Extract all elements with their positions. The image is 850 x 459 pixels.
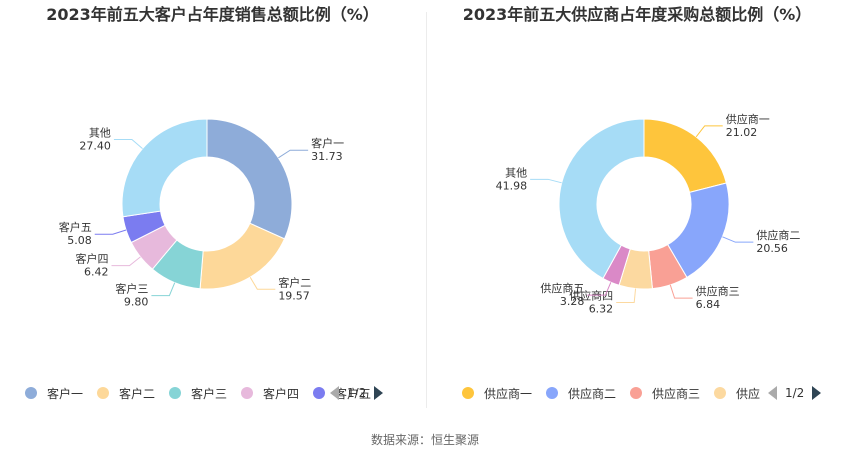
chart-title: 2023年前五大供应商占年度采购总额比例（%） — [462, 5, 812, 24]
label-leader-line — [616, 288, 637, 304]
legend-label: 客户四 — [263, 386, 300, 401]
legend-item[interactable]: 供应商一 — [462, 383, 532, 403]
label-leader-line — [94, 229, 127, 235]
label-leader-line — [530, 178, 562, 184]
legend-marker — [241, 387, 253, 399]
slice-value-label: 5.08 — [67, 234, 92, 247]
legend-marker — [25, 387, 37, 399]
legend-pager: 1/2 — [330, 383, 384, 403]
slice-category-label: 其他 — [89, 126, 111, 139]
slice-value-label: 31.73 — [311, 150, 343, 163]
legend-item[interactable]: 客户二 — [97, 383, 155, 403]
legend-item[interactable]: 客户四 — [241, 383, 299, 403]
next-page-icon[interactable] — [374, 386, 384, 400]
label-leader-line — [722, 236, 754, 243]
label-leader-line — [278, 149, 309, 159]
legend-item[interactable]: 客户三 — [169, 383, 227, 403]
legend-marker — [97, 387, 109, 399]
slice-category-label: 客户四 — [76, 252, 109, 266]
slice-category-label: 客户五 — [59, 220, 92, 234]
legend-label: 供应商一 — [484, 386, 533, 401]
label-leader-line — [111, 256, 141, 267]
slice-value-label: 3.28 — [560, 295, 585, 308]
slice-category-label: 供应商五 — [540, 281, 584, 295]
customer-legend: 客户一 客户二 客户三 客户四 客户五 1/2 — [0, 383, 425, 403]
slice-value-label: 21.02 — [726, 126, 758, 139]
slice-category-label: 客户一 — [311, 136, 344, 150]
legend-marker — [630, 387, 642, 399]
donut-slice[interactable] — [121, 118, 208, 218]
label-leader-line — [695, 125, 723, 138]
legend-page-indicator: 1/2 — [785, 386, 805, 400]
legend-item[interactable]: 客户五 — [313, 383, 371, 403]
slice-value-label: 27.40 — [79, 139, 111, 152]
customer-chart-panel: 2023年前五大客户占年度销售总额比例（%） 客户一 31.73 客户二 19.57 客… — [0, 0, 425, 420]
legend-item[interactable]: 客户一 — [25, 383, 83, 403]
legend-marker — [462, 387, 474, 399]
legend-page-indicator: 1/2 — [347, 386, 367, 400]
legend-label: 供应 — [736, 386, 761, 401]
legend-label: 供应商三 — [652, 386, 701, 401]
label-leader-line — [587, 282, 612, 296]
legend-label: 客户一 — [47, 386, 84, 401]
data-source: 数据来源：恒生聚源 — [370, 433, 479, 447]
donut-slice[interactable] — [643, 118, 727, 193]
chart-title: 2023年前五大客户占年度销售总额比例（%） — [46, 5, 379, 24]
slice-category-label: 供应商一 — [726, 112, 770, 126]
supplier-legend: 供应商一 供应商二 供应商三 供应 1/2 — [425, 383, 850, 403]
legend-pager: 1/2 — [768, 383, 822, 403]
legend-marker — [714, 387, 726, 399]
slice-category-label: 供应商三 — [696, 284, 740, 298]
supplier-donut-chart: 供应商一21.02供应商二20.56供应商三6.84供应商四6.32供应商五3.… — [496, 112, 801, 316]
slice-value-label: 19.57 — [278, 289, 310, 302]
slice-value-label: 20.56 — [756, 242, 788, 255]
legend-marker — [313, 387, 325, 399]
legend-item[interactable]: 供应 — [714, 383, 762, 403]
donut-slice[interactable] — [558, 118, 645, 280]
prev-page-icon[interactable] — [768, 386, 777, 400]
slice-value-label: 6.42 — [84, 266, 109, 279]
slice-value-label: 6.32 — [589, 303, 614, 316]
slice-value-label: 6.84 — [696, 298, 721, 311]
legend-label: 客户二 — [119, 386, 156, 401]
slice-category-label: 客户二 — [278, 275, 311, 289]
slice-category-label: 客户三 — [115, 282, 148, 296]
label-leader-line — [113, 138, 143, 149]
donut-slice[interactable] — [206, 118, 293, 240]
prev-page-icon[interactable] — [330, 386, 339, 400]
slice-value-label: 41.98 — [496, 179, 528, 192]
legend-item[interactable]: 供应商二 — [546, 383, 616, 403]
label-leader-line — [151, 282, 176, 297]
slice-category-label: 供应商二 — [756, 228, 800, 242]
next-page-icon[interactable] — [812, 386, 822, 400]
supplier-chart-panel: 2023年前五大供应商占年度采购总额比例（%） 供应商一 21.02 供应商二 20.… — [425, 0, 850, 420]
legend-label: 供应商二 — [568, 386, 617, 401]
panel-divider — [426, 12, 427, 408]
slice-value-label: 9.80 — [124, 296, 149, 309]
donut-slice[interactable] — [199, 222, 286, 290]
legend-label: 客户五 — [335, 386, 372, 401]
legend-marker — [546, 387, 558, 399]
legend-marker — [169, 387, 181, 399]
legend-label: 客户三 — [191, 386, 228, 401]
slice-category-label: 其他 — [505, 166, 527, 179]
label-leader-line — [669, 284, 693, 299]
legend-item[interactable]: 供应商三 — [630, 383, 700, 403]
label-leader-line — [249, 276, 276, 290]
